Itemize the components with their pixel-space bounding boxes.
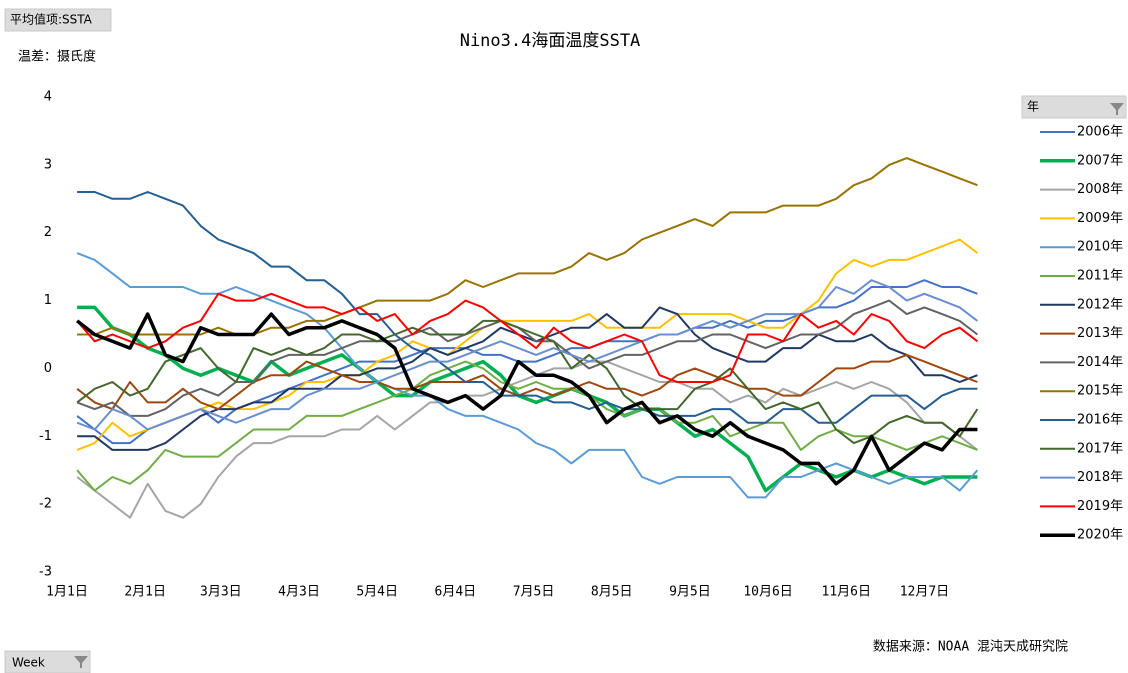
x-tick-label: 6月4日 (435, 585, 477, 600)
series-line (76, 353, 978, 411)
chart-title: Nino3.4海面温度SSTA (460, 31, 641, 51)
value-field-button[interactable] (4, 8, 112, 32)
y-tick-label: 1 (44, 293, 52, 308)
y-axis-label: 温差：摄氏度 (18, 49, 96, 65)
series-line (77, 191, 978, 424)
x-tick-label: 3月3日 (200, 585, 242, 600)
series-line (77, 157, 978, 336)
series-line (76, 279, 978, 445)
x-tick-label: 7月5日 (513, 585, 555, 600)
legend-label: 2011年 (1077, 269, 1123, 284)
series-line (76, 319, 979, 445)
legend-label: 2015年 (1077, 384, 1123, 399)
legend-label: 2013年 (1077, 326, 1123, 341)
series-line (76, 312, 978, 486)
y-tick-label: 4 (44, 90, 52, 105)
series-line (76, 238, 979, 451)
filter-icon (1110, 103, 1124, 115)
y-tick-label: -3 (39, 565, 52, 580)
y-tick-label: -2 (39, 497, 52, 512)
series-line (77, 306, 978, 451)
series-line (76, 360, 978, 492)
legend-label: 2016年 (1077, 413, 1123, 428)
x-tick-label: 1月1日 (46, 585, 88, 600)
x-tick-label: 8月5日 (591, 585, 633, 600)
x-tick-label: 4月3日 (278, 585, 320, 600)
series-line (76, 279, 979, 431)
y-tick-label: 0 (44, 361, 52, 376)
x-tick-label: 5月4日 (356, 585, 398, 600)
legend-field-button[interactable] (1021, 95, 1127, 119)
y-tick-label: -1 (39, 429, 52, 444)
y-tick-label: 3 (44, 157, 52, 172)
y-tick-label: 2 (44, 225, 52, 240)
value-field-label: 平均值项:SSTA (10, 12, 93, 27)
axis-field-button[interactable] (4, 650, 91, 673)
x-tick-label: 10月6日 (743, 585, 792, 600)
legend-label: 2019年 (1077, 499, 1123, 514)
legend-label: 2006年 (1077, 125, 1123, 140)
series-line (76, 360, 979, 519)
x-tick-label: 2月1日 (124, 585, 166, 600)
legend-label: 2008年 (1077, 182, 1123, 197)
legend-label: 2020年 (1077, 528, 1123, 543)
series-line (76, 292, 979, 383)
source-note: 数据来源：NOAA 混沌天成研究院 (873, 640, 1068, 655)
axis-field-label: Week (12, 656, 45, 670)
legend-label: 2007年 (1077, 153, 1123, 168)
x-tick-label: 12月7日 (900, 585, 949, 600)
series-line (76, 252, 979, 499)
legend-label: 2014年 (1077, 355, 1123, 370)
legend-label: 2009年 (1077, 211, 1123, 226)
legend-label: 2010年 (1077, 240, 1123, 255)
legend-label: 2012年 (1077, 297, 1123, 312)
x-tick-label: 9月5日 (669, 585, 711, 600)
filter-icon (74, 656, 88, 668)
x-tick-label: 11月6日 (822, 585, 871, 600)
legend-label: 2018年 (1077, 470, 1123, 485)
legend-title: 年 (1027, 100, 1039, 114)
legend-label: 2017年 (1077, 441, 1123, 456)
series-line (76, 299, 979, 417)
